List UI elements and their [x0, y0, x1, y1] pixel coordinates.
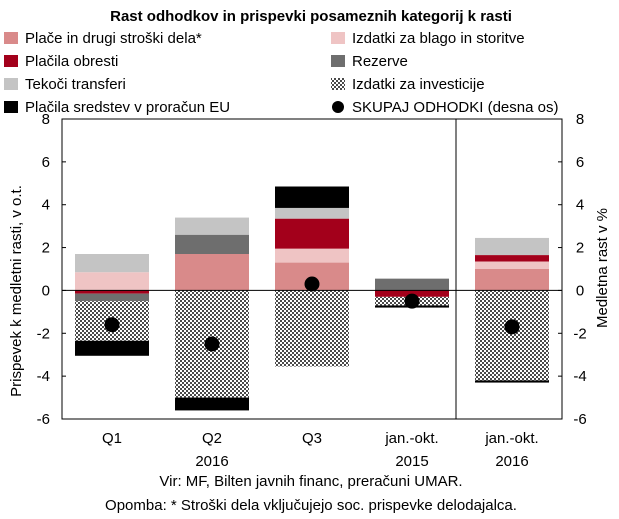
legend-item-6: Izdatki za investicije	[331, 76, 485, 93]
y-tick-label-right: 6	[576, 154, 584, 171]
bar-segment	[75, 272, 149, 291]
legend-item-5: Tekoči transferi	[4, 76, 126, 93]
bar-segment	[475, 237, 549, 256]
legend-swatch	[4, 32, 18, 44]
legend-label: Rezerve	[352, 53, 408, 70]
legend-label: Plačila obresti	[25, 53, 118, 70]
y-tick-label-right: 0	[576, 282, 584, 299]
total-point	[304, 276, 320, 292]
axes: 8 8 6 6 4 4 2 2 0 0 -2 -2 -4 -4 -6 -6 Q1 Q2 2016 Q3 jan.-okt…	[37, 111, 587, 470]
x-tick-label: Q3	[302, 430, 322, 447]
y-tick-label-left: 0	[42, 282, 50, 299]
legend-label: Izdatki za blago in storitve	[352, 30, 525, 47]
x-tick-label: jan.-okt.	[384, 430, 438, 447]
bar-segment	[475, 290, 549, 381]
y-axis-title-left: Prispevek k medletni rasti, v o.t.	[8, 185, 25, 397]
legend: Plače in drugi stroški dela* Izdatki za b…	[4, 30, 558, 116]
y-tick-label-left: -6	[37, 411, 50, 428]
total-point	[504, 319, 520, 335]
bars	[75, 186, 549, 411]
total-points	[104, 276, 520, 352]
y-tick-label-right: 4	[576, 197, 584, 214]
y-tick-label-left: 4	[42, 197, 50, 214]
legend-item-8: SKUPAJ ODHODKI (desna os)	[332, 99, 558, 116]
bar-segment	[175, 234, 249, 254]
source-note: Vir: MF, Bilten javnih financ, preračuni…	[159, 473, 462, 490]
legend-swatch	[4, 55, 18, 67]
y-tick-label-right: -6	[573, 411, 586, 428]
chart-title: Rast odhodkov in prispevki posameznih ka…	[110, 8, 512, 25]
y-axis-title-right: Medletna rast v %	[594, 208, 611, 328]
bar-segment	[275, 207, 349, 219]
bar-segment	[175, 254, 249, 291]
y-tick-label-right: -4	[573, 368, 586, 385]
legend-item-4: Rezerve	[331, 53, 408, 70]
y-tick-label-left: 6	[42, 154, 50, 171]
bar-segment	[275, 290, 349, 367]
bar-segment	[175, 217, 249, 235]
legend-swatch	[331, 78, 345, 90]
x-tick-sublabel: 2016	[495, 453, 528, 470]
bar-segment	[375, 290, 449, 297]
legend-item-3: Plačila obresti	[4, 53, 118, 70]
legend-label: Tekoči transferi	[25, 76, 126, 93]
legend-marker-total	[332, 101, 344, 113]
x-tick-label: Q2	[202, 430, 222, 447]
y-tick-label-left: -4	[37, 368, 50, 385]
y-tick-label-right: 8	[576, 111, 584, 128]
y-tick-label-right: -2	[573, 325, 586, 342]
legend-item-2: Izdatki za blago in storitve	[331, 30, 525, 47]
total-point	[404, 293, 420, 309]
legend-swatch	[331, 32, 345, 44]
bar-segment	[75, 254, 149, 273]
x-tick-label: Q1	[102, 430, 122, 447]
total-point	[204, 336, 220, 352]
bar-segment	[475, 261, 549, 269]
bar-segment	[275, 218, 349, 249]
legend-swatch	[4, 78, 18, 90]
bar-segment	[75, 340, 149, 356]
legend-label: SKUPAJ ODHODKI (desna os)	[352, 99, 558, 116]
x-tick-label: jan.-okt.	[484, 430, 538, 447]
plot-frame	[61, 118, 563, 420]
y-tick-label-right: 2	[576, 240, 584, 257]
bar-segment	[375, 278, 449, 291]
bar-segment	[275, 248, 349, 263]
total-point	[104, 317, 120, 333]
y-tick-label-left: 8	[42, 111, 50, 128]
y-tick-label-left: -2	[37, 325, 50, 342]
bar-segment	[475, 380, 549, 383]
x-tick-sublabel: 2016	[195, 453, 228, 470]
bar-segment	[475, 269, 549, 291]
legend-item-7: Plačila sredstev v proračun EU	[4, 99, 230, 116]
legend-swatch	[4, 101, 18, 113]
plot-area: 8 8 6 6 4 4 2 2 0 0 -2 -2 -4 -4 -6 -6 Q1 Q2 2016 Q3 jan.-okt…	[37, 111, 587, 470]
bar-segment	[475, 255, 549, 262]
bar-segment	[275, 186, 349, 208]
legend-item-1: Plače in drugi stroški dela*	[4, 30, 202, 47]
legend-label: Izdatki za investicije	[352, 76, 485, 93]
x-tick-sublabel: 2015	[395, 453, 428, 470]
legend-label: Plačila sredstev v proračun EU	[25, 99, 230, 116]
legend-label: Plače in drugi stroški dela*	[25, 30, 202, 47]
bar-segment	[75, 290, 149, 294]
bar-segment	[175, 397, 249, 411]
y-tick-label-left: 2	[42, 240, 50, 257]
bar-segment	[75, 293, 149, 302]
footnote: Opomba: * Stroški dela vključujejo soc. …	[105, 497, 517, 514]
legend-swatch	[331, 55, 345, 67]
